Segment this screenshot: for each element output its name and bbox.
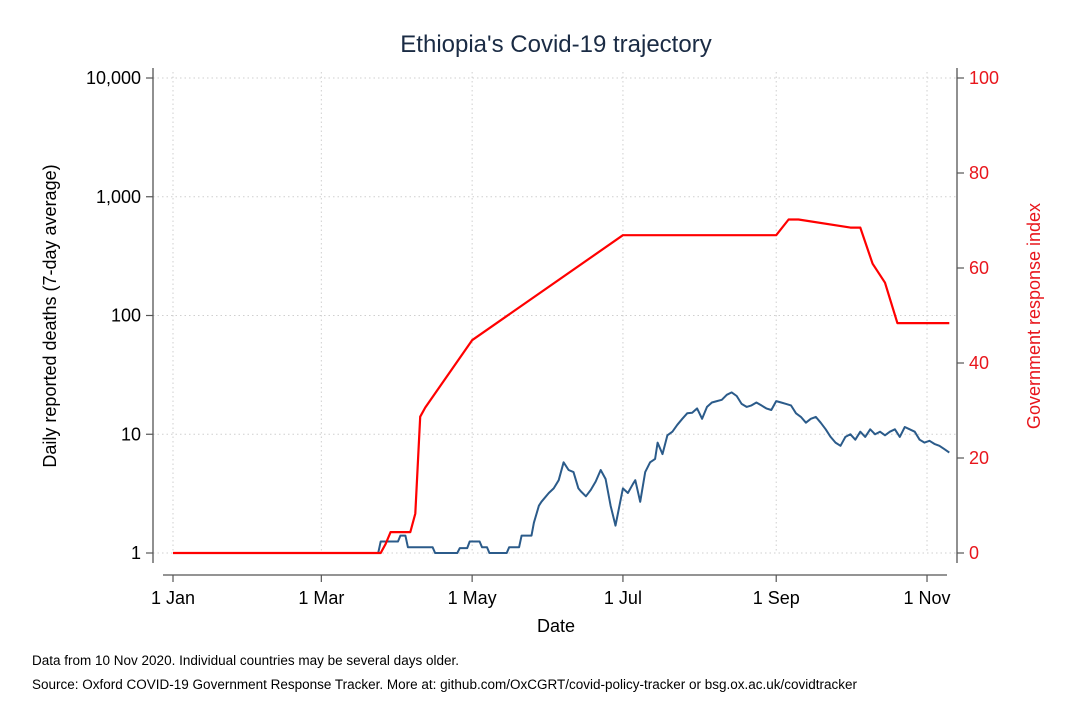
y-tick-label: 1 xyxy=(131,543,141,563)
axes xyxy=(146,68,964,582)
y2-tick-label: 20 xyxy=(969,448,989,468)
x-tick-label: 1 Mar xyxy=(298,588,344,608)
source-note: Source: Oxford COVID-19 Government Respo… xyxy=(32,677,858,692)
response-index-line xyxy=(173,218,950,555)
y2-tick-label: 0 xyxy=(969,543,979,563)
x-tick-label: 1 Sep xyxy=(753,588,800,608)
series-lines xyxy=(173,218,950,555)
y2-tick-label: 80 xyxy=(969,163,989,183)
y-tick-label: 10 xyxy=(121,424,141,444)
chart-title: Ethiopia's Covid-19 trajectory xyxy=(400,31,711,58)
tick-labels: 1 Jan 1 Mar 1 May 1 Jul 1 Sep 1 Nov 1 10 100 1,00… xyxy=(86,68,999,608)
y2-axis-label: Government response index xyxy=(1024,203,1044,429)
chart: Ethiopia's Covid-19 trajectory 1 Jan 1 Ma… xyxy=(40,31,1044,636)
y2-tick-label: 40 xyxy=(969,353,989,373)
deaths-line xyxy=(173,391,950,554)
x-tick-label: 1 May xyxy=(448,588,497,608)
y-tick-label: 1,000 xyxy=(96,187,141,207)
y-tick-label: 100 xyxy=(111,306,141,326)
grid xyxy=(153,72,957,554)
x-tick-label: 1 Nov xyxy=(904,588,951,608)
y2-tick-label: 60 xyxy=(969,258,989,278)
x-axis-label: Date xyxy=(537,616,575,636)
x-tick-label: 1 Jul xyxy=(604,588,642,608)
data-date-note: Data from 10 Nov 2020. Individual countr… xyxy=(32,653,459,668)
y-axis-label: Daily reported deaths (7-day average) xyxy=(40,164,60,467)
y-tick-label: 10,000 xyxy=(86,68,141,88)
x-tick-label: 1 Jan xyxy=(151,588,195,608)
y2-tick-label: 100 xyxy=(969,68,999,88)
